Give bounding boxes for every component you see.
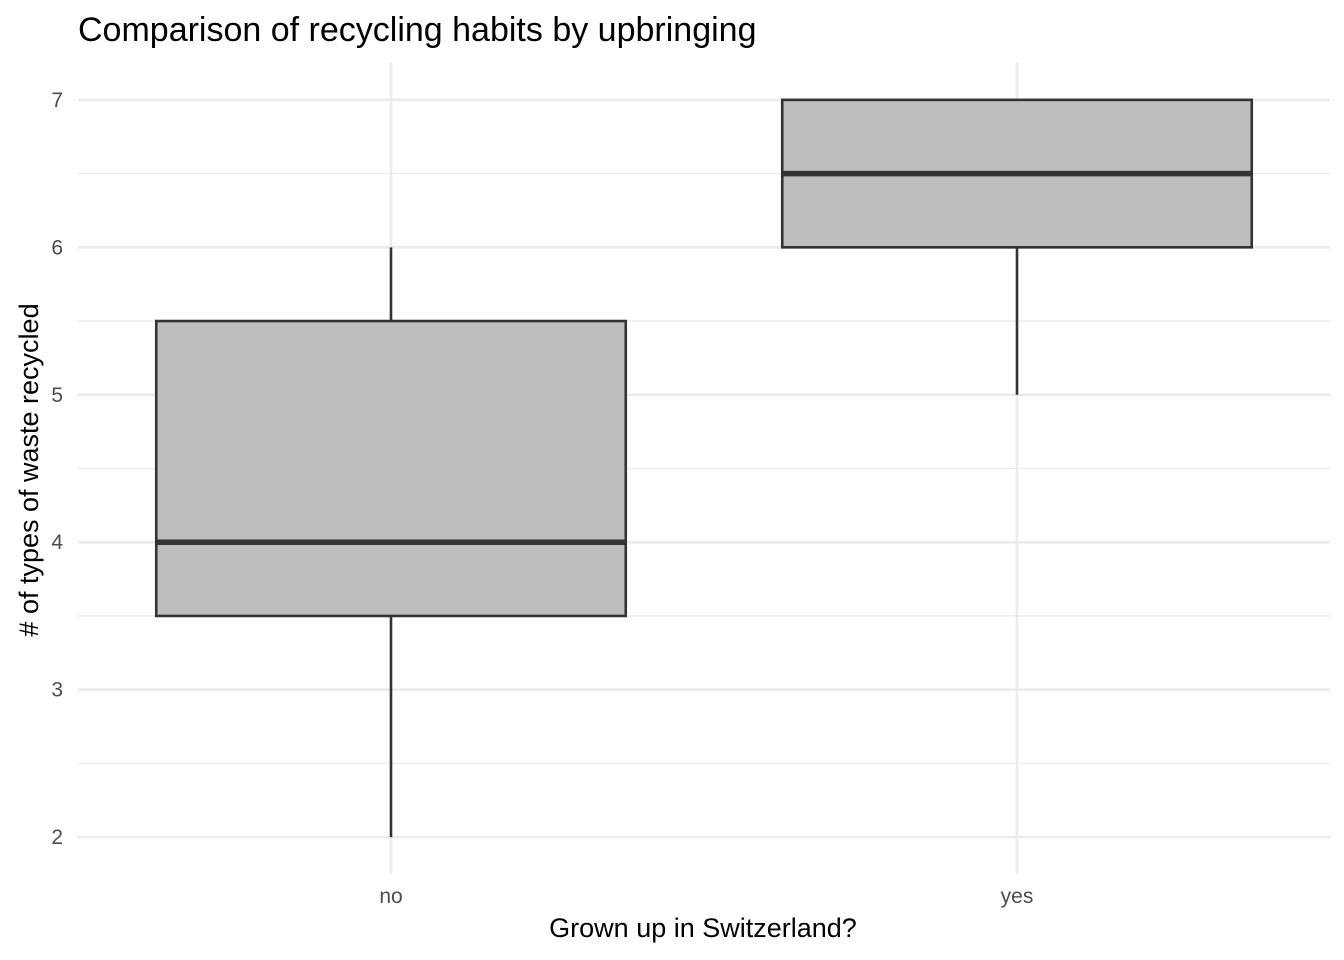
y-tick-label: 7	[51, 89, 63, 112]
y-tick-label: 2	[51, 826, 63, 849]
y-tick-label: 6	[51, 236, 63, 259]
x-tick-label: no	[379, 885, 402, 908]
y-tick-label: 5	[51, 384, 63, 407]
y-axis-title: # of types of waste recycled	[14, 303, 44, 636]
y-tick-labels: 2 3 4 5 6 7	[51, 89, 63, 849]
y-tick-label: 3	[51, 679, 63, 702]
box-iqr	[154, 319, 628, 618]
boxplot-yes	[780, 98, 1254, 395]
x-tick-labels: no yes	[379, 885, 1033, 908]
boxplot-no	[154, 247, 628, 838]
y-tick-label: 4	[51, 531, 63, 554]
x-tick-label: yes	[1001, 885, 1034, 908]
chart-title: Comparison of recycling habits by upbrin…	[78, 11, 756, 49]
boxes	[154, 98, 1254, 838]
x-axis-title: Grown up in Switzerland?	[549, 913, 857, 943]
